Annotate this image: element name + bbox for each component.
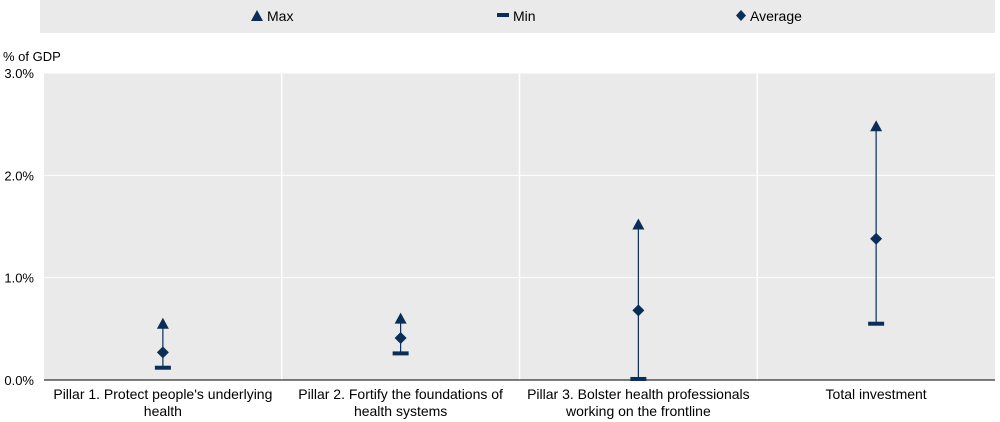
legend-max-icon (251, 10, 263, 21)
category-group (154, 317, 171, 370)
grid (44, 72, 995, 381)
legend-box (40, 0, 995, 33)
legend-max-label: Max (267, 8, 293, 24)
min-marker (154, 365, 171, 370)
category-group (630, 218, 647, 381)
category-group (392, 312, 409, 356)
category-label: Pillar 2. Fortify the foundations of heal… (298, 386, 503, 419)
max-marker (394, 312, 407, 324)
category-group (868, 120, 885, 326)
min-marker (630, 376, 647, 381)
average-marker (632, 304, 645, 317)
average-marker (156, 346, 169, 359)
max-marker (156, 317, 169, 329)
category-label: Pillar 1. Protect people's underlying hea… (53, 386, 272, 419)
unit-label: % of GDP (3, 49, 61, 64)
average-marker (394, 332, 407, 345)
data-marks (154, 120, 885, 381)
max-marker (632, 218, 645, 230)
category-label: Total investment (826, 386, 927, 402)
max-marker (870, 120, 883, 132)
y-tick-label: 2.0% (4, 168, 34, 183)
legend-avg-label: Average (750, 8, 802, 24)
min-marker (868, 321, 885, 326)
y-axis: 0.0% 1.0% 2.0% 3.0% (4, 66, 34, 388)
min-marker (392, 351, 409, 356)
legend-min-label: Min (513, 8, 536, 24)
legend-min-icon (497, 13, 509, 17)
legend-avg-icon (736, 10, 746, 21)
legend: Max Min Average (251, 8, 802, 24)
y-tick-label: 0.0% (4, 373, 34, 388)
average-marker (870, 232, 883, 245)
y-tick-label: 1.0% (4, 271, 34, 286)
y-tick-label: 3.0% (4, 66, 34, 81)
x-axis: Pillar 1. Protect people's underlying hea… (53, 386, 926, 419)
category-label: Pillar 3. Bolster health professionals wo… (527, 386, 750, 419)
